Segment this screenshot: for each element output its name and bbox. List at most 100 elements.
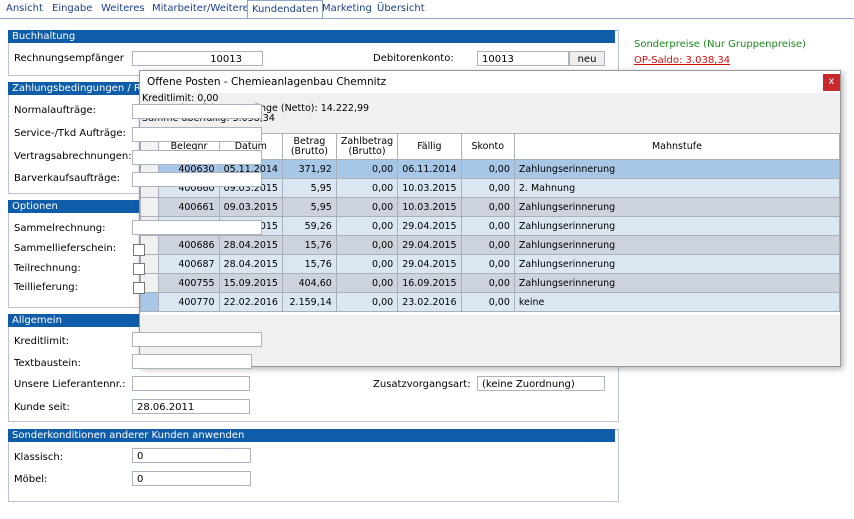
input[interactable] — [132, 354, 252, 369]
checkbox[interactable] — [133, 263, 145, 275]
cell: 09.03.2015 — [218, 197, 283, 217]
label: Teilrechnung: — [14, 263, 81, 274]
label: Barverkaufsaufträge: — [14, 173, 120, 184]
cell: 15,76 — [281, 254, 337, 274]
input[interactable] — [132, 104, 262, 119]
label: Klassisch: — [14, 452, 64, 463]
cell: 400687 — [158, 254, 220, 274]
info-line: Kreditlimit: 0,00 — [142, 93, 219, 104]
input[interactable] — [132, 150, 262, 165]
input[interactable] — [132, 376, 250, 391]
input[interactable] — [132, 127, 262, 142]
cell: 29.04.2015 — [397, 216, 462, 236]
cell: 400661 — [158, 197, 220, 217]
cell: 0,00 — [335, 216, 399, 236]
cell: 28.04.2015 — [218, 254, 283, 274]
label: Normalaufträge: — [14, 105, 97, 116]
input[interactable] — [132, 172, 262, 187]
column-header: Betrag (Brutto) — [281, 133, 337, 160]
cell: 371,92 — [281, 159, 337, 179]
close-button[interactable]: x — [823, 74, 840, 91]
table-row[interactable]: 400630 05.11.2014 371,92 0,00 06.11.2014 0,00… — [140, 159, 840, 179]
tab[interactable]: Kundendaten — [247, 0, 324, 18]
label: Rechnungsempfänger — [14, 53, 124, 64]
cell: 23.02.2016 — [397, 292, 462, 312]
section-header: Sonderkonditionen anderer Kunden anwende… — [8, 429, 615, 442]
column-header: Skonto — [460, 133, 515, 160]
label: Kreditlimit: — [14, 336, 70, 347]
label: Sammelrechnung: — [14, 223, 106, 234]
date-input[interactable]: 28.06.2011 — [132, 399, 250, 414]
tab[interactable]: Ansicht — [6, 3, 43, 14]
table-row[interactable]: 400755 15.09.2015 404,60 0,00 16.09.2015 0,00… — [140, 273, 840, 293]
cell: 0,00 — [335, 235, 399, 255]
dropdown[interactable]: (keine Zuordnung) — [477, 376, 605, 391]
input[interactable]: 0 — [132, 471, 251, 486]
cell: 15,76 — [281, 235, 337, 255]
button[interactable]: neu — [569, 51, 605, 66]
column-header: Zahlbetrag (Brutto) — [335, 133, 399, 160]
cell: 400770 — [158, 292, 220, 312]
cell: 0,00 — [460, 273, 515, 293]
cell: Zahlungserinnerung — [513, 273, 840, 293]
dropdown[interactable] — [132, 220, 262, 235]
cell: 29.04.2015 — [397, 254, 462, 274]
cell: 0,00 — [460, 178, 515, 198]
label: Textbaustein: — [14, 358, 81, 369]
side-label: Sonderpreise (Nur Gruppenpreise) — [634, 39, 806, 50]
cell: 0,00 — [460, 292, 515, 312]
cell: 28.04.2015 — [218, 235, 283, 255]
label: Debitorenkonto: — [373, 53, 454, 64]
dialog-titlebar — [140, 71, 840, 93]
label: Kunde seit: — [14, 402, 70, 413]
input[interactable]: 0 — [132, 448, 251, 463]
tab[interactable]: Marketing — [322, 3, 372, 14]
cell: Zahlungserinnerung — [513, 216, 840, 236]
cell: 0,00 — [460, 197, 515, 217]
label: Sammellieferschein: — [14, 243, 117, 254]
row-selector — [140, 292, 160, 312]
cell: 0,00 — [335, 273, 399, 293]
side-link[interactable]: OP-Saldo: 3.038,34 — [634, 55, 731, 66]
cell: 0,00 — [460, 216, 515, 236]
tab[interactable]: Übersicht — [377, 3, 425, 14]
cell: 16.09.2015 — [397, 273, 462, 293]
input[interactable]: 10013 — [477, 51, 569, 66]
table-row[interactable]: 400661 09.03.2015 5,95 0,00 10.03.2015 0,00 Za… — [140, 197, 840, 217]
checkbox[interactable] — [133, 244, 145, 256]
table-row[interactable]: 400687 28.04.2015 15,76 0,00 29.04.2015 0,00 Z… — [140, 254, 840, 274]
tab-line — [0, 18, 854, 19]
cell: 10.03.2015 — [397, 178, 462, 198]
cell: 2. Mahnung — [513, 178, 840, 198]
cell: 0,00 — [460, 254, 515, 274]
label: Vertragsabrechnungen: — [14, 151, 132, 162]
label: Möbel: — [14, 474, 48, 485]
tab[interactable]: Weiteres — [101, 3, 145, 14]
label: Unsere Lieferantennr.: — [14, 379, 126, 390]
input[interactable] — [132, 332, 262, 347]
cell: 0,00 — [335, 159, 399, 179]
row-selector — [140, 197, 160, 217]
column-header: Mahnstufe — [513, 133, 840, 160]
cell: 404,60 — [281, 273, 337, 293]
tab[interactable]: Eingabe — [52, 3, 93, 14]
cell: 400686 — [158, 235, 220, 255]
label: Teillieferung: — [14, 282, 79, 293]
table-row[interactable]: 400770 22.02.2016 2.159,14 0,00 23.02.2016 0,… — [140, 292, 840, 312]
section-header: Buchhaltung — [8, 30, 615, 43]
cell: 0,00 — [460, 235, 515, 255]
column-header: Fällig — [397, 133, 462, 160]
table-row[interactable]: 400686 28.04.2015 15,76 0,00 29.04.2015 0,00 Z… — [140, 235, 840, 255]
cell: 400755 — [158, 273, 220, 293]
cell: 5,95 — [281, 197, 337, 217]
checkbox[interactable] — [133, 282, 145, 294]
input[interactable]: 10013 — [132, 51, 263, 66]
cell: keine — [513, 292, 840, 312]
cell: 22.02.2016 — [218, 292, 283, 312]
cell: 10.03.2015 — [397, 197, 462, 217]
tab[interactable]: Mitarbeiter/Weiteres — [152, 3, 254, 14]
cell: 0,00 — [335, 254, 399, 274]
cell: 15.09.2015 — [218, 273, 283, 293]
cell: Zahlungserinnerung — [513, 254, 840, 274]
cell: 0,00 — [335, 178, 399, 198]
